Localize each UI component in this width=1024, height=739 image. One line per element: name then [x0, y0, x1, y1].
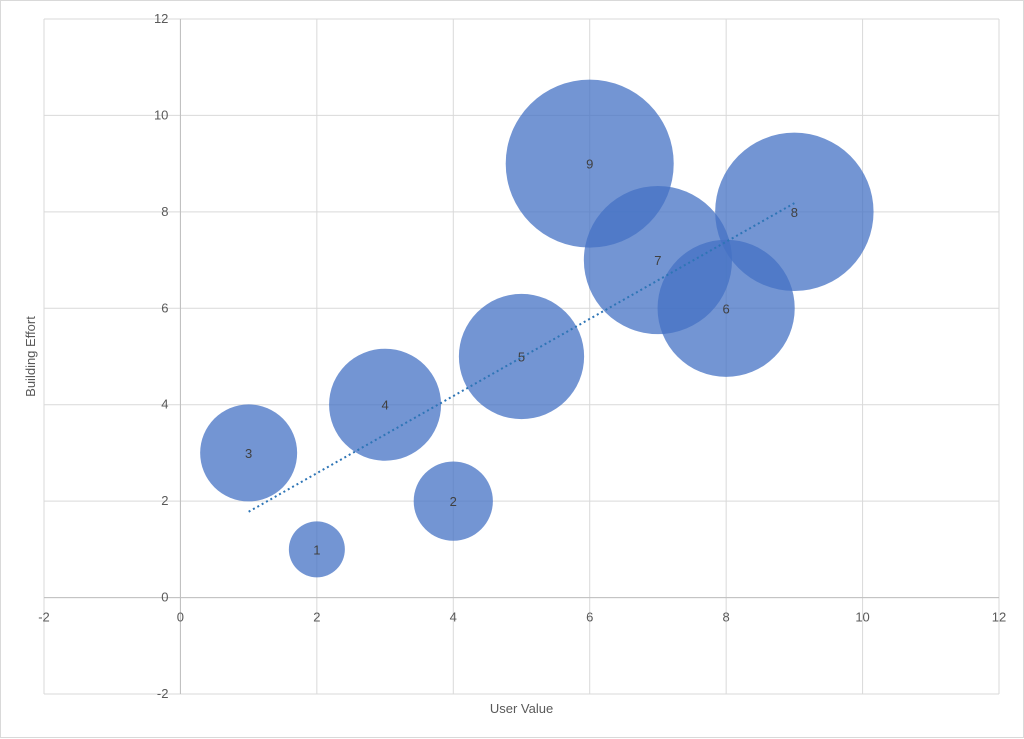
- bubble: [288, 521, 345, 578]
- bubble-label: 8: [791, 205, 798, 220]
- bubble-label: 4: [381, 398, 388, 413]
- x-tick-label: 12: [992, 610, 1006, 625]
- bubble-label: 1: [313, 542, 320, 557]
- y-tick-label: -2: [157, 686, 169, 701]
- bubble: [715, 132, 874, 292]
- bubble-label: 5: [518, 350, 525, 365]
- bubbles: [200, 79, 874, 578]
- y-tick-label: 0: [161, 590, 168, 605]
- x-tick-label: 0: [177, 610, 184, 625]
- x-tick-label: 2: [313, 610, 320, 625]
- bubble-label: 3: [245, 446, 252, 461]
- bubble: [200, 404, 298, 502]
- x-tick-label: -2: [38, 610, 50, 625]
- x-tick-label: 10: [855, 610, 869, 625]
- y-tick-label: 6: [161, 300, 168, 315]
- x-axis-title: User Value: [490, 701, 553, 716]
- bubble-label: 6: [723, 301, 730, 316]
- y-tick-label: 2: [161, 493, 168, 508]
- bubble-labels: 1 2 3 4 5 6 7 8 9: [245, 157, 798, 558]
- bubble-label: 9: [586, 157, 593, 172]
- y-tick-label: 12: [154, 11, 168, 26]
- bubble-label: 7: [654, 253, 661, 268]
- bubble: [413, 461, 493, 541]
- bubble: [458, 293, 585, 420]
- y-tick-label: 8: [161, 204, 168, 219]
- y-axis-title: Building Effort: [23, 316, 38, 397]
- y-tick-label: 10: [154, 107, 168, 122]
- x-tick-label: 8: [723, 610, 730, 625]
- x-tick-label: 4: [450, 610, 457, 625]
- bubble-label: 2: [450, 494, 457, 509]
- x-tick-label: 6: [586, 610, 593, 625]
- bubble: [329, 348, 442, 461]
- y-tick-label: 4: [161, 397, 168, 412]
- bubble: [505, 79, 674, 248]
